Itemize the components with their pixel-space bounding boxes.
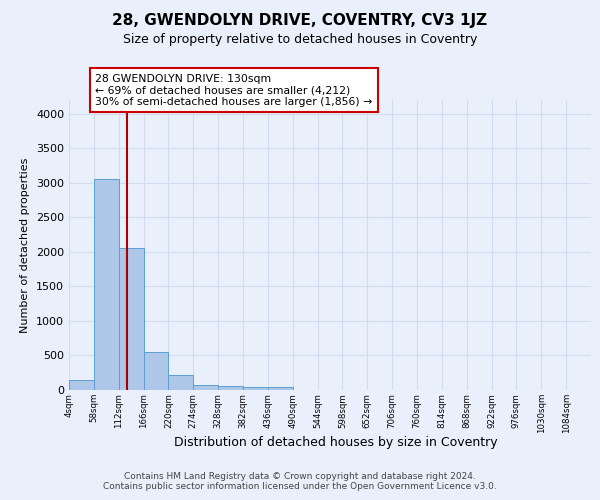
Text: Size of property relative to detached houses in Coventry: Size of property relative to detached ho… (123, 32, 477, 46)
Text: 28 GWENDOLYN DRIVE: 130sqm
← 69% of detached houses are smaller (4,212)
30% of s: 28 GWENDOLYN DRIVE: 130sqm ← 69% of deta… (95, 74, 373, 107)
Bar (193, 385, 218, 390)
Bar (69, 380, 94, 390)
Bar (119, 248, 143, 390)
Bar (243, 387, 268, 390)
Text: 28, GWENDOLYN DRIVE, COVENTRY, CV3 1JZ: 28, GWENDOLYN DRIVE, COVENTRY, CV3 1JZ (112, 12, 488, 28)
Bar (169, 375, 193, 390)
Bar (218, 386, 243, 390)
Text: Contains public sector information licensed under the Open Government Licence v3: Contains public sector information licen… (103, 482, 497, 491)
Y-axis label: Number of detached properties: Number of detached properties (20, 158, 31, 332)
Text: Contains HM Land Registry data © Crown copyright and database right 2024.: Contains HM Land Registry data © Crown c… (124, 472, 476, 481)
Bar (143, 352, 169, 390)
Bar (268, 387, 293, 390)
Bar (94, 180, 119, 390)
Text: Distribution of detached houses by size in Coventry: Distribution of detached houses by size … (174, 436, 498, 449)
